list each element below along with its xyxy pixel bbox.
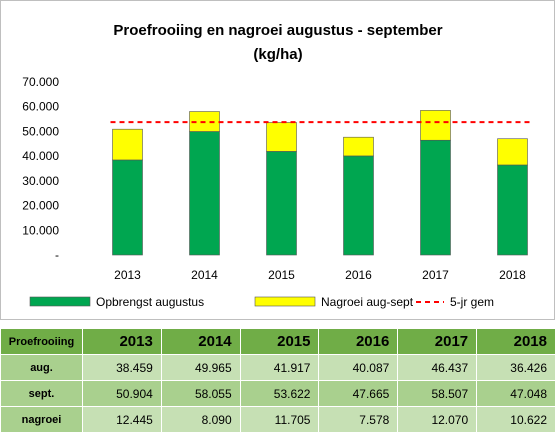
x-tick-label: 2018 [499,268,526,282]
table-cell: 11.705 [239,406,320,433]
year-header: 2017 [397,328,478,355]
table-cell: 40.087 [318,354,399,381]
x-tick-label: 2015 [268,268,295,282]
x-axis: 2013 2014 2015 2016 2017 2018 [114,268,526,282]
chart-title-line-1: Proefrooiing en nagroei augustus - septe… [113,22,442,39]
year-header: 2013 [82,328,162,355]
table-cell: 8.090 [160,406,241,433]
year-header: 2014 [160,328,241,355]
x-tick-label: 2016 [345,268,372,282]
table-header-row: Proefrooiing 2013 2014 2015 2016 2017 20… [0,328,556,355]
legend-label: Opbrengst augustus [96,295,204,309]
bar-nagroei-aug-sept [497,138,528,166]
table-header-label: Proefrooiing [0,328,83,355]
legend-swatch [254,296,316,307]
y-tick-label: 40.000 [22,149,59,163]
table-cell: 47.048 [476,380,556,407]
y-tick-label: 50.000 [22,124,59,138]
table-row: sept. 50.904 58.055 53.622 47.665 58.507… [0,380,556,407]
row-label: nagroei [0,406,83,433]
bar-opbrengst-augustus [343,155,374,256]
year-header: 2018 [476,328,556,355]
table-cell: 10.622 [476,406,556,433]
y-tick-label: 30.000 [22,174,59,188]
bar-opbrengst-augustus [420,139,451,256]
y-tick-label: 70.000 [22,75,59,89]
bar-opbrengst-augustus [497,164,528,256]
bar-opbrengst-augustus [266,151,297,256]
y-axis: - 10.000 20.000 30.000 40.000 50.000 60.000 70.… [22,75,59,262]
legend: Opbrengst augustus Nagroei aug-sept 5-jr g… [29,295,494,309]
chart-area: Proefrooiing en nagroei augustus - septe… [0,0,555,320]
bars [112,110,528,256]
legend-label: 5-jr gem [450,295,494,309]
table-cell: 58.055 [160,380,241,407]
table-row: nagroei 12.445 8.090 11.705 7.578 12.070… [0,406,556,433]
table-cell: 53.622 [239,380,320,407]
bar-nagroei-aug-sept [112,128,143,161]
table-cell: 7.578 [318,406,399,433]
bar-opbrengst-augustus [112,159,143,256]
row-label: sept. [0,380,83,407]
table-cell: 38.459 [82,354,162,381]
table-row: aug. 38.459 49.965 41.917 40.087 46.437 … [0,354,556,381]
y-tick-label: 20.000 [22,199,59,213]
table-cell: 58.507 [397,380,478,407]
table-cell: 50.904 [82,380,162,407]
table-cell: 12.445 [82,406,162,433]
table-cell: 47.665 [318,380,399,407]
chart-svg: Proefrooiing en nagroei augustus - septe… [22,22,530,309]
row-label: aug. [0,354,83,381]
y-tick-label: 10.000 [22,223,59,237]
x-tick-label: 2017 [422,268,449,282]
x-tick-label: 2014 [191,268,218,282]
bar-nagroei-aug-sept [420,110,451,141]
y-tick-label: 60.000 [22,100,59,114]
bar-opbrengst-augustus [189,131,220,256]
year-header: 2015 [239,328,320,355]
bar-nagroei-aug-sept [266,122,297,152]
year-header: 2016 [318,328,399,355]
table-cell: 49.965 [160,354,241,381]
legend-label: Nagroei aug-sept [321,295,414,309]
y-tick-label: - [55,248,59,262]
chart-title-line-2: (kg/ha) [253,46,302,63]
x-tick-label: 2013 [114,268,141,282]
legend-swatch [29,296,91,307]
table-cell: 36.426 [476,354,556,381]
table-cell: 46.437 [397,354,478,381]
table-cell: 41.917 [239,354,320,381]
table-cell: 12.070 [397,406,478,433]
data-table: Proefrooiing 2013 2014 2015 2016 2017 20… [0,328,556,433]
bar-nagroei-aug-sept [343,136,374,157]
